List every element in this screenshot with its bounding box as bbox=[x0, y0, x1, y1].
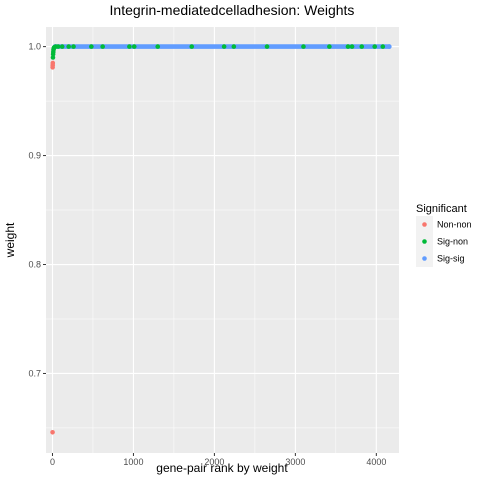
legend-label-sig-non: Sig-non bbox=[437, 237, 468, 247]
grid-minor bbox=[46, 27, 399, 453]
sig-non-point bbox=[155, 44, 161, 49]
data-points bbox=[50, 44, 392, 435]
sig-non-point bbox=[327, 44, 332, 49]
legend-key-sig-non bbox=[422, 239, 427, 244]
sig-non-point bbox=[131, 44, 137, 49]
chart-title: Integrin-mediatedcelladhesion: Weights bbox=[110, 2, 355, 18]
sig-non-point bbox=[359, 44, 365, 49]
sig-non-point bbox=[221, 44, 227, 49]
sig-non-point bbox=[55, 44, 61, 49]
sig-non-point bbox=[59, 44, 65, 49]
legend-key-sig-sig bbox=[422, 256, 427, 261]
sig-non-point bbox=[372, 44, 378, 49]
sig-non-point bbox=[50, 55, 56, 60]
legend: Significant Non-non Sig-non Sig-sig bbox=[416, 203, 472, 267]
sig-non-point bbox=[89, 44, 94, 49]
legend-key-non-non bbox=[422, 222, 427, 227]
sig-non-point bbox=[189, 44, 195, 49]
sig-non-point bbox=[231, 44, 237, 49]
y-axis: 0.7 0.8 0.9 1.0 bbox=[28, 42, 46, 378]
sig-sig-point bbox=[386, 44, 392, 49]
x-tick-label: 4000 bbox=[366, 457, 386, 467]
x-axis-title: gene-pair rank by weight bbox=[156, 461, 288, 475]
y-tick-label: 0.7 bbox=[28, 368, 41, 378]
y-tick-label: 1.0 bbox=[28, 42, 41, 52]
sig-non-point bbox=[71, 44, 76, 49]
y-tick-label: 0.9 bbox=[28, 151, 41, 161]
sig-non-point bbox=[127, 44, 132, 49]
x-tick-label: 3000 bbox=[285, 457, 305, 467]
legend-label-non-non: Non-non bbox=[437, 220, 472, 230]
x-axis: 0 1000 2000 3000 4000 bbox=[50, 453, 386, 467]
x-tick-label: 0 bbox=[50, 457, 55, 467]
y-tick-label: 0.8 bbox=[28, 260, 41, 270]
sig-non-point bbox=[345, 44, 351, 49]
sig-non-point bbox=[66, 44, 71, 49]
non-non-point bbox=[50, 429, 55, 435]
sig-non-point bbox=[349, 44, 355, 49]
legend-title: Significant bbox=[416, 203, 467, 215]
non-non-point bbox=[50, 60, 56, 66]
sig-non-point bbox=[100, 44, 105, 49]
legend-label-sig-sig: Sig-sig bbox=[437, 254, 465, 264]
sig-non-point bbox=[380, 44, 386, 49]
sig-non-point bbox=[301, 44, 306, 49]
plot-panel bbox=[46, 27, 399, 453]
sig-non-point bbox=[264, 44, 270, 49]
y-axis-title: weight bbox=[3, 222, 17, 258]
x-tick-label: 1000 bbox=[123, 457, 143, 467]
x-tick-label: 2000 bbox=[204, 457, 224, 467]
